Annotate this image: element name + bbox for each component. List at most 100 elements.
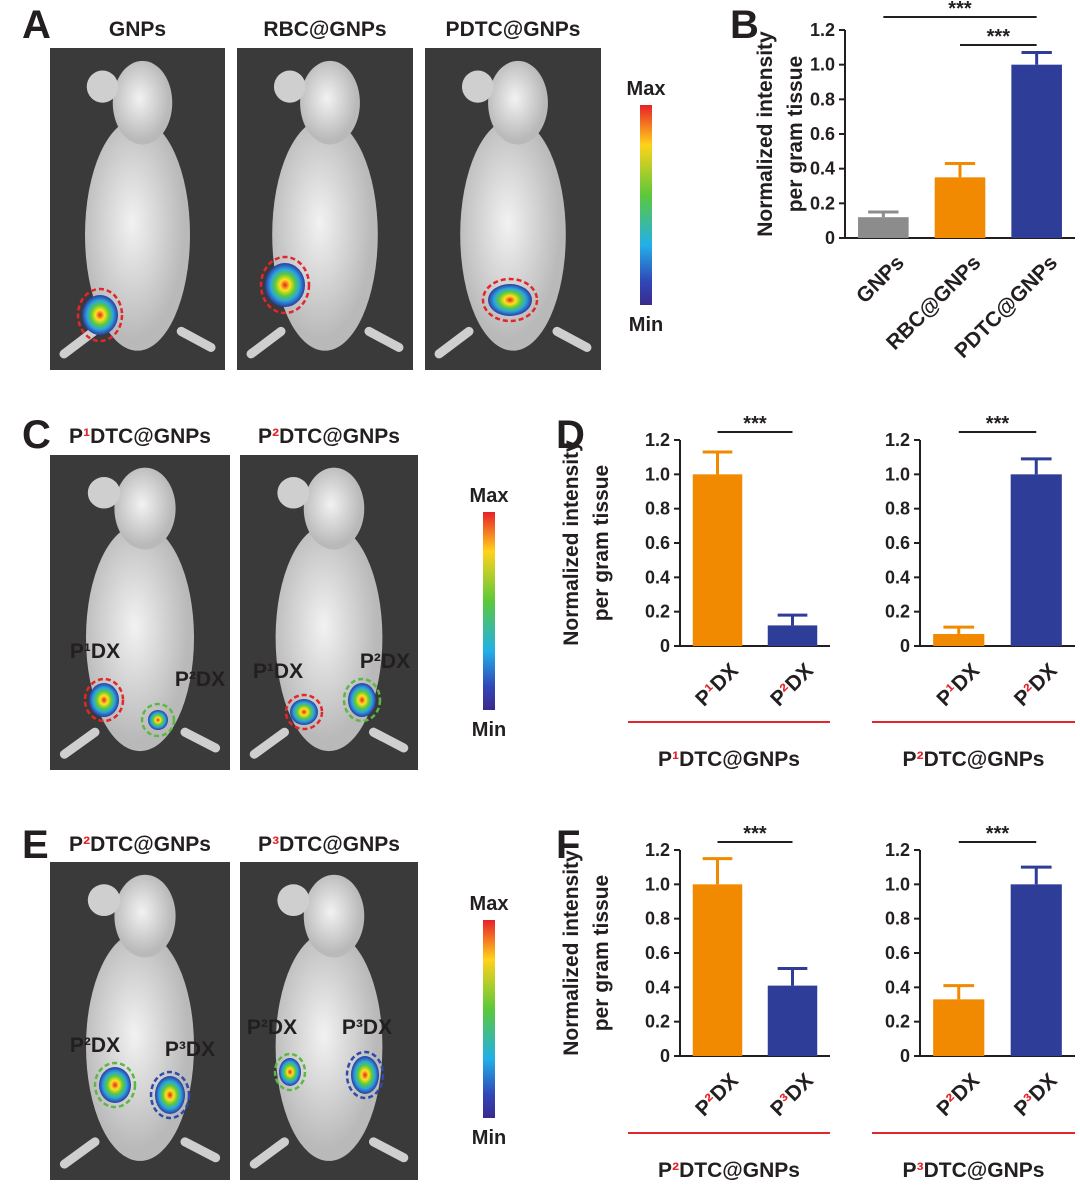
y-tick-label: 0.4 [810,159,835,179]
y-tick-label: 0.2 [885,602,910,622]
image-title: P²DTC@GNPs [258,425,400,448]
group-label: P³DTC@GNPs [903,1159,1045,1182]
y-tick-label: 0.8 [645,909,670,929]
y-axis-label: per gram tissue [784,56,807,213]
mouse-leg [59,1137,221,1169]
colorbar-max: Max [470,893,509,915]
y-tick-label: 0.6 [645,943,670,963]
bar [692,884,743,1056]
y-tick-label: 1.2 [645,840,670,860]
group-label: P²DTC@GNPs [903,748,1045,771]
signal-spot [488,284,532,316]
mouse-leg [249,727,409,759]
y-tick-label: 0.4 [885,977,910,997]
signal-spot [348,683,376,717]
significance-label: *** [987,26,1011,48]
roi-circle [284,693,324,731]
y-tick-label: 0.8 [885,909,910,929]
signal-spot [99,1067,131,1103]
y-tick-label: 0.4 [645,977,670,997]
x-tick-label: P²DX [691,1069,743,1121]
bar [858,217,909,238]
mouse-ear [277,884,310,917]
y-tick-label: 0.8 [645,499,670,519]
mouse-head [300,60,360,145]
y-tick-label: 1.0 [885,874,910,894]
bar [934,177,986,238]
mouse-leg [249,1137,409,1169]
y-axis-label: per gram tissue [590,875,613,1032]
signal-spot [148,710,168,730]
roi-circle [149,1070,191,1120]
y-tick-label: 0.4 [885,567,910,587]
colorbar [483,512,495,710]
significance-label: *** [743,413,767,435]
significance-label: *** [743,823,767,845]
mouse-leg [59,326,216,359]
colorbar-min: Min [472,719,506,741]
x-tick-label: P²DX [1010,659,1062,711]
x-tick-label: P³DX [766,1069,818,1121]
roi-circle [93,1061,137,1109]
bar [1011,64,1062,239]
mouse-head [114,874,176,958]
y-tick-label: 0.6 [885,943,910,963]
y-tick-label: 0.2 [810,193,835,213]
roi-circle [76,287,124,343]
bar [1010,884,1062,1056]
signal-spot [279,1058,301,1086]
bar [767,625,818,646]
signal-spot [265,263,305,307]
x-tick-label: GNPs [852,251,909,308]
y-tick-label: 0 [825,228,835,248]
significance-label: *** [948,0,972,20]
roi-label: P¹DX [253,660,303,683]
roi-label: P³DX [165,1038,215,1061]
signal-spot [290,699,318,725]
y-axis-label: per gram tissue [590,465,613,622]
mouse-head [114,467,176,550]
y-tick-label: 1.0 [810,55,835,75]
roi-circle [481,277,539,323]
colorbar [640,105,652,305]
y-tick-label: 1.2 [885,430,910,450]
mouse-body [86,524,194,752]
colorbar-min: Min [629,314,663,336]
mouse-ear [277,477,310,509]
x-tick-label: P³DX [1010,1069,1062,1121]
y-tick-label: 0.6 [810,124,835,144]
roi-circle [342,677,382,723]
y-tick-label: 1.0 [645,464,670,484]
roi-circle [273,1052,307,1092]
roi-circle [345,1050,385,1100]
y-tick-label: 0.4 [645,567,670,587]
roi-label: P³DX [342,1016,392,1039]
roi-circle [259,255,311,315]
mouse-ear [461,70,494,103]
significance-label: *** [986,413,1010,435]
y-axis-label: Normalized intensity [560,440,583,646]
y-tick-label: 1.2 [810,20,835,40]
x-tick-label: P¹DX [691,659,743,711]
mouse-ear [86,70,119,103]
roi-label: P²DX [247,1016,297,1039]
bar [933,999,985,1056]
roi-label: P²DX [70,1034,120,1057]
roi-label: P²DX [175,668,225,691]
panel-label: C [22,413,51,457]
y-tick-label: 0.2 [645,602,670,622]
colorbar-max: Max [627,78,666,100]
roi-label: P¹DX [70,640,120,663]
bar [767,985,818,1056]
y-tick-label: 0 [900,1046,910,1066]
y-tick-label: 1.2 [645,430,670,450]
image-title: P²DTC@GNPs [69,833,211,856]
signal-spot [155,1076,185,1114]
image-title: GNPs [109,18,166,41]
mouse-head [112,60,173,145]
x-tick-label: P²DX [933,1069,985,1121]
y-tick-label: 0.2 [645,1012,670,1032]
mouse-head [303,874,365,958]
mouse-body [275,931,383,1161]
